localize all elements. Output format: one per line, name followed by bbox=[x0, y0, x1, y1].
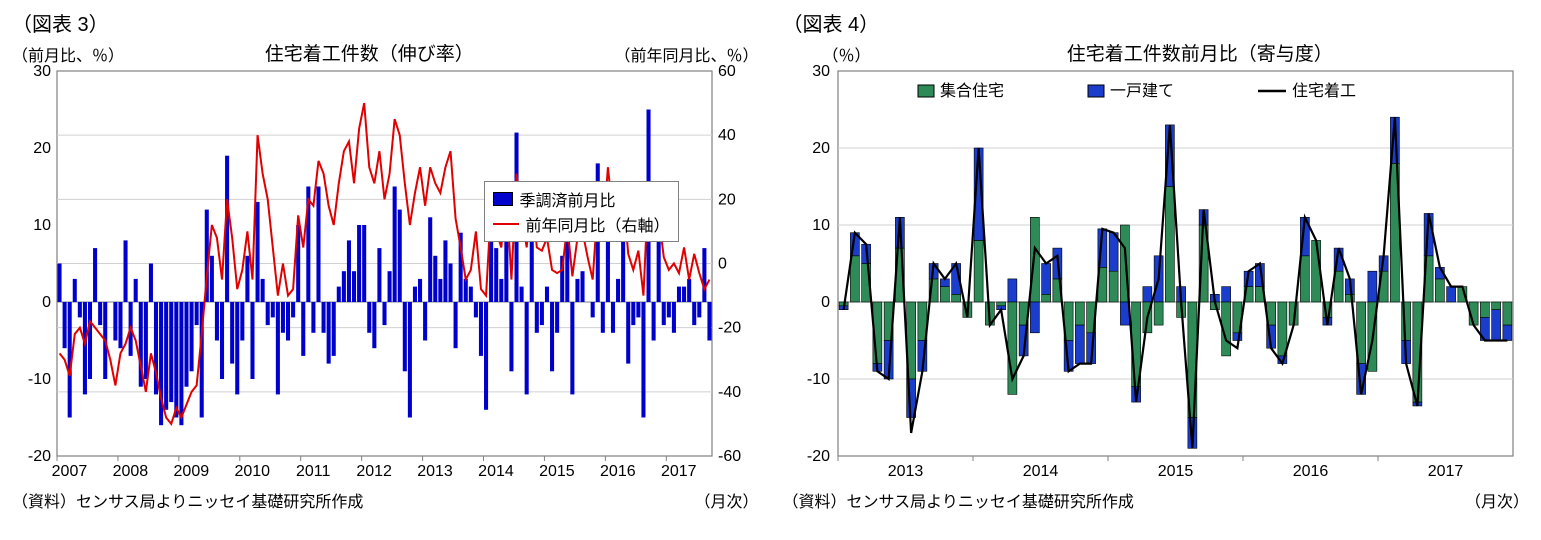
svg-text:40: 40 bbox=[718, 127, 736, 144]
svg-text:0: 0 bbox=[718, 256, 727, 273]
svg-text:-10: -10 bbox=[806, 371, 829, 388]
svg-text:一戸建て: 一戸建て bbox=[1110, 82, 1174, 100]
svg-text:-60: -60 bbox=[718, 448, 741, 465]
chart-3-freq: （月次） bbox=[694, 488, 758, 512]
chart-3-panel: （図表 3） （前月比、％） 住宅着工件数（伸び率） （前年同月比、％） -60… bbox=[0, 0, 771, 540]
svg-text:20: 20 bbox=[33, 140, 51, 157]
svg-text:2011: 2011 bbox=[296, 463, 331, 480]
svg-text:2010: 2010 bbox=[234, 463, 270, 480]
chart-3-footnote: （資料）センサス局よりニッセイ基礎研究所作成 （月次） bbox=[12, 488, 759, 512]
legend-line-swatch bbox=[493, 223, 519, 225]
svg-text:10: 10 bbox=[812, 217, 830, 234]
svg-text:2008: 2008 bbox=[113, 463, 149, 480]
svg-text:30: 30 bbox=[33, 63, 51, 80]
svg-text:2017: 2017 bbox=[661, 463, 697, 480]
legend-bar-row: 季調済前月比 bbox=[493, 187, 669, 211]
svg-text:2015: 2015 bbox=[539, 463, 575, 480]
legend-line-row: 前年同月比（右軸） bbox=[493, 212, 669, 236]
svg-text:60: 60 bbox=[718, 63, 736, 80]
chart-4-title: 住宅着工件数前月比（寄与度） bbox=[871, 39, 1529, 66]
svg-text:集合住宅: 集合住宅 bbox=[940, 82, 1004, 100]
chart-4-svg: -20 -10 0 10 20 30 2013 2014 2015 2016 2017 集合住宅 一戸建… bbox=[783, 66, 1528, 486]
chart-4-footnote: （資料）センサス局よりニッセイ基礎研究所作成 （月次） bbox=[783, 488, 1530, 512]
svg-text:2014: 2014 bbox=[478, 463, 514, 480]
chart-4-freq: （月次） bbox=[1465, 488, 1529, 512]
svg-text:2013: 2013 bbox=[887, 463, 923, 480]
chart-3-svg: -60 -40 -20 0 20 40 60 -20 -10 0 10 20 30 2007 2008 200… bbox=[12, 66, 757, 486]
svg-text:-20: -20 bbox=[806, 448, 829, 465]
svg-text:2013: 2013 bbox=[417, 463, 453, 480]
svg-text:2015: 2015 bbox=[1157, 463, 1193, 480]
svg-text:-10: -10 bbox=[28, 371, 51, 388]
chart-4-panel: （図表 4） （％） 住宅着工件数前月比（寄与度） -20 -10 0 10 20 30 2… bbox=[771, 0, 1541, 540]
chart-4-plot-wrap: -20 -10 0 10 20 30 2013 2014 2015 2016 2017 集合住宅 一戸建… bbox=[783, 66, 1530, 486]
legend-bar-swatch bbox=[493, 192, 513, 206]
chart-4-source: （資料）センサス局よりニッセイ基礎研究所作成 bbox=[783, 488, 1134, 512]
chart-3-y2-label: （前年同月比、％） bbox=[614, 42, 758, 66]
chart-4-header: （％） 住宅着工件数前月比（寄与度） bbox=[783, 39, 1530, 66]
chart-3-source: （資料）センサス局よりニッセイ基礎研究所作成 bbox=[12, 488, 363, 512]
svg-text:20: 20 bbox=[718, 191, 736, 208]
chart-3-plot-wrap: -60 -40 -20 0 20 40 60 -20 -10 0 10 20 30 2007 2008 200… bbox=[12, 66, 759, 486]
svg-text:-20: -20 bbox=[28, 448, 51, 465]
chart-3-caption: （図表 3） bbox=[12, 8, 759, 37]
svg-text:住宅着工: 住宅着工 bbox=[1292, 82, 1356, 100]
legend-line-text: 前年同月比（右軸） bbox=[525, 212, 669, 236]
svg-text:10: 10 bbox=[33, 217, 51, 234]
svg-text:2017: 2017 bbox=[1427, 463, 1463, 480]
svg-text:2007: 2007 bbox=[52, 463, 88, 480]
chart-3-title: 住宅着工件数（伸び率） bbox=[124, 39, 614, 66]
svg-text:2009: 2009 bbox=[174, 463, 210, 480]
svg-text:2012: 2012 bbox=[356, 463, 392, 480]
chart-4-caption: （図表 4） bbox=[783, 8, 1530, 37]
svg-text:-40: -40 bbox=[718, 384, 741, 401]
svg-text:2016: 2016 bbox=[600, 463, 636, 480]
svg-text:20: 20 bbox=[812, 140, 830, 157]
legend-bar-text: 季調済前月比 bbox=[519, 187, 615, 211]
svg-text:30: 30 bbox=[812, 63, 830, 80]
chart-3-legend: 季調済前月比 前年同月比（右軸） bbox=[484, 181, 678, 242]
svg-text:-20: -20 bbox=[718, 320, 741, 337]
svg-text:2016: 2016 bbox=[1292, 463, 1328, 480]
svg-text:2014: 2014 bbox=[1022, 463, 1058, 480]
chart-3-y1-label: （前月比、％） bbox=[12, 42, 124, 66]
svg-text:0: 0 bbox=[42, 294, 51, 311]
chart-3-header: （前月比、％） 住宅着工件数（伸び率） （前年同月比、％） bbox=[12, 39, 759, 66]
svg-text:0: 0 bbox=[821, 294, 830, 311]
chart-4-y-label: （％） bbox=[823, 42, 871, 66]
